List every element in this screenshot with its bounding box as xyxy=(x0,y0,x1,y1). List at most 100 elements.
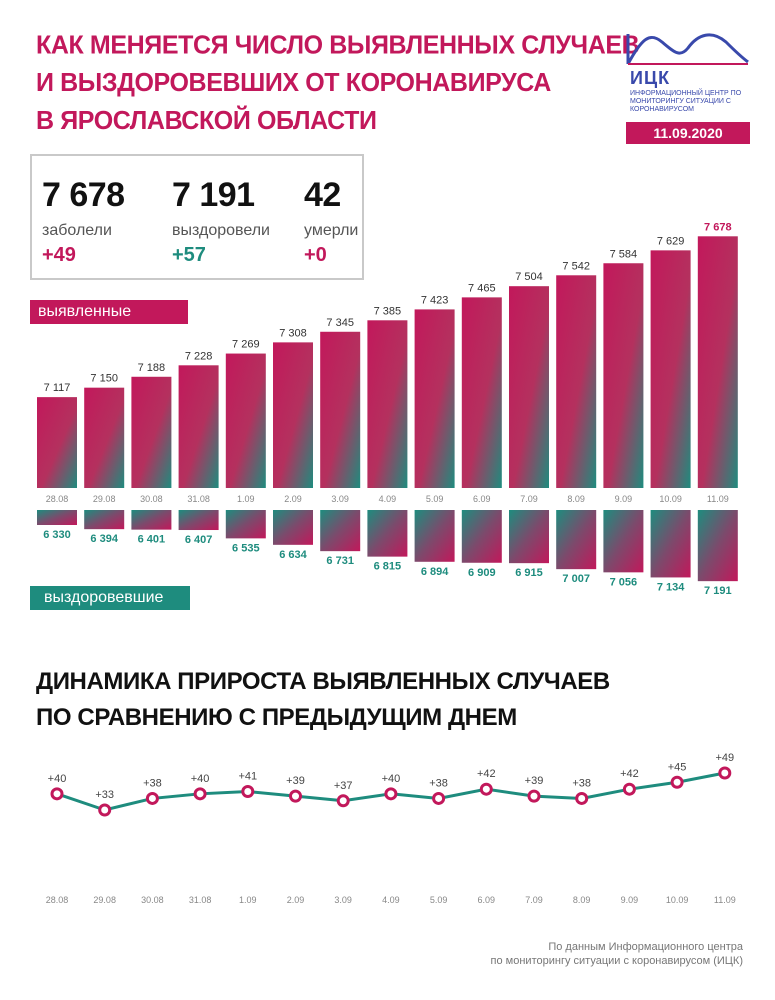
recovered-value-label: 7 191 xyxy=(704,585,732,597)
growth-date-label: 31.08 xyxy=(189,895,212,905)
source-note: По данным Информационного центра по мони… xyxy=(491,940,743,968)
growth-date-label: 3.09 xyxy=(334,895,352,905)
recovered-value-label: 6 815 xyxy=(374,561,402,573)
cases-bar xyxy=(37,397,77,488)
cases-value-label: 7 423 xyxy=(421,294,449,306)
stat-cases-delta: +49 xyxy=(42,244,76,266)
cases-bar xyxy=(650,250,691,488)
growth-value-label: +41 xyxy=(238,771,257,783)
growth-value-label: +38 xyxy=(429,777,448,789)
growth-point xyxy=(98,803,112,817)
recovered-bar xyxy=(697,510,738,582)
growth-date-label: 9.09 xyxy=(621,895,639,905)
growth-value-label: +49 xyxy=(715,752,734,764)
date-tick-label: 6.09 xyxy=(473,494,491,504)
recovered-legend-pill: выздоровевшие xyxy=(30,586,190,610)
recovered-bar xyxy=(320,510,361,552)
growth-value-label: +40 xyxy=(382,773,401,785)
growth-point xyxy=(145,791,159,805)
growth-value-label: +37 xyxy=(334,780,353,792)
growth-value-label: +45 xyxy=(668,761,687,773)
growth-value-label: +40 xyxy=(191,773,210,785)
growth-point xyxy=(193,787,207,801)
cases-bar xyxy=(320,331,361,488)
cases-bar xyxy=(556,275,597,488)
stat-recovered: 7 191 выздоровели +57 xyxy=(172,178,270,267)
growth-point xyxy=(50,787,64,801)
growth-value-label: +33 xyxy=(95,789,114,801)
source-line: по мониторингу ситуации с коронавирусом … xyxy=(490,955,743,967)
recovered-value-label: 6 407 xyxy=(185,534,213,546)
recovered-bar xyxy=(225,510,266,539)
date-tick-label: 10.09 xyxy=(659,494,682,504)
growth-value-label: +40 xyxy=(48,773,67,785)
recovered-bar xyxy=(367,510,408,557)
date-tick-label: 4.09 xyxy=(379,494,397,504)
recovered-bar xyxy=(509,510,549,564)
growth-value-label: +38 xyxy=(143,777,162,789)
logo-abbr: ИЦК xyxy=(630,68,671,88)
growth-value-label: +39 xyxy=(286,775,305,787)
date-tick-label: 28.08 xyxy=(46,494,69,504)
title-line: КАК МЕНЯЕТСЯ ЧИСЛО ВЫЯВЛЕННЫХ СЛУЧАЕВ xyxy=(36,30,640,60)
date-tick-label: 29.08 xyxy=(93,494,116,504)
stat-deaths-value: 42 xyxy=(304,176,341,214)
cases-bar xyxy=(273,342,313,488)
logo-wave-icon xyxy=(626,33,749,65)
date-tick-label: 31.08 xyxy=(187,494,210,504)
growth-point xyxy=(432,791,446,805)
stat-deaths-label: умерли xyxy=(304,222,359,239)
growth-point xyxy=(527,789,541,803)
title-line: И ВЫЗДОРОВЕВШИХ ОТ КОРОНАВИРУСА xyxy=(36,68,551,98)
date-badge: 11.09.2020 xyxy=(626,122,750,144)
stat-deaths: 42 умерли +0 xyxy=(304,178,358,267)
date-tick-label: 3.09 xyxy=(331,494,349,504)
cases-bar xyxy=(697,236,738,488)
recovered-value-label: 7 134 xyxy=(657,581,685,593)
stat-cases-label: заболели xyxy=(42,222,112,239)
growth-value-label: +39 xyxy=(525,775,544,787)
growth-value-label: +42 xyxy=(477,768,496,780)
growth-date-label: 8.09 xyxy=(573,895,591,905)
cases-bar xyxy=(461,297,502,488)
cases-value-label: 7 188 xyxy=(138,362,166,374)
growth-date-label: 10.09 xyxy=(666,895,689,905)
cases-value-label: 7 504 xyxy=(515,271,543,283)
growth-date-label: 2.09 xyxy=(287,895,305,905)
growth-date-label: 6.09 xyxy=(478,895,496,905)
cases-bar xyxy=(178,365,219,488)
growth-date-label: 11.09 xyxy=(714,895,736,905)
date-tick-label: 30.08 xyxy=(140,494,163,504)
growth-date-label: 28.08 xyxy=(46,895,69,905)
cases-value-label: 7 678 xyxy=(704,221,732,233)
cases-value-label: 7 629 xyxy=(657,235,685,247)
stats-panel: 7 678 заболели +49 7 191 выздоровели +57… xyxy=(30,154,364,280)
cases-bar xyxy=(509,286,549,488)
recovered-value-label: 6 401 xyxy=(138,534,166,546)
logo-caption: ИНФОРМАЦИОННЫЙ ЦЕНТР ПО МОНИТОРИНГУ СИТУ… xyxy=(630,90,742,113)
growth-point xyxy=(241,785,255,798)
cases-bar xyxy=(603,263,644,488)
recovered-bar xyxy=(556,510,597,570)
stat-cases-value: 7 678 xyxy=(42,176,125,214)
cases-value-label: 7 150 xyxy=(90,373,118,385)
cases-value-label: 7 228 xyxy=(185,350,213,362)
recovered-bar xyxy=(603,510,644,573)
stat-cases: 7 678 заболели +49 xyxy=(42,178,125,267)
cases-value-label: 7 117 xyxy=(44,382,71,394)
growth-point xyxy=(622,782,636,796)
growth-point xyxy=(289,789,302,803)
growth-date-label: 29.08 xyxy=(93,895,116,905)
growth-chart-title: ДИНАМИКА ПРИРОСТА ВЫЯВЛЕННЫХ СЛУЧАЕВ ПО … xyxy=(36,664,610,736)
recovered-bar xyxy=(414,510,455,562)
stat-recovered-label: выздоровели xyxy=(172,222,270,239)
recovered-value-label: 6 394 xyxy=(90,533,118,545)
recovered-bar xyxy=(131,510,172,530)
recovered-bar xyxy=(84,510,125,530)
stat-recovered-delta: +57 xyxy=(172,244,206,266)
cases-value-label: 7 465 xyxy=(468,282,496,294)
growth-value-label: +42 xyxy=(620,768,639,780)
title-line: В ЯРОСЛАВСКОЙ ОБЛАСТИ xyxy=(36,105,377,136)
subtitle-line: ДИНАМИКА ПРИРОСТА ВЫЯВЛЕННЫХ СЛУЧАЕВ xyxy=(36,668,610,695)
